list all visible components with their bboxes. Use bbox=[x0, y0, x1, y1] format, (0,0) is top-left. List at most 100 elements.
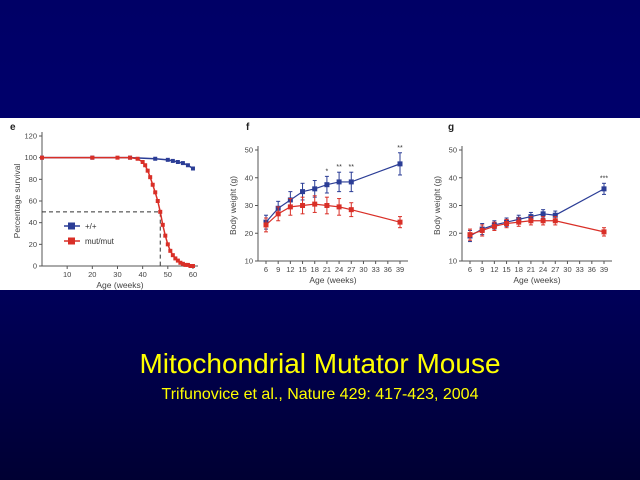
x-tick-label: 12 bbox=[490, 265, 498, 274]
legend-label: +/+ bbox=[85, 222, 97, 231]
data-point-mut-mut bbox=[90, 155, 95, 160]
data-point-mut-mut bbox=[190, 264, 195, 268]
data-point-mut-mut bbox=[175, 258, 180, 263]
data-point-mut-mut bbox=[178, 260, 183, 265]
x-tick-label: 39 bbox=[396, 265, 404, 274]
data-point-mut-mut bbox=[115, 155, 120, 160]
data-point-series-1 bbox=[397, 219, 403, 225]
data-point-series-0 bbox=[324, 182, 330, 188]
x-axis-title: Age (weeks) bbox=[309, 275, 356, 285]
series-line-series-0 bbox=[469, 188, 605, 237]
panel-f: f 10 20 30 40 50 6 9 12 15 18 21 24 27 30 33 36 39 Age (we… bbox=[228, 122, 408, 285]
panel-letter-g: g bbox=[448, 122, 454, 133]
y-tick-label: 80 bbox=[29, 175, 37, 184]
y-tick-label: 10 bbox=[245, 257, 253, 266]
y-tick-label: 50 bbox=[449, 146, 457, 155]
data-point-mut-mut bbox=[168, 248, 173, 253]
data-point-series-1 bbox=[491, 223, 497, 229]
data-point-- bbox=[170, 158, 175, 163]
y-tick-label: 40 bbox=[29, 218, 37, 227]
data-point-series-1 bbox=[300, 203, 306, 208]
data-point-series-1 bbox=[263, 222, 269, 228]
y-tick-label: 20 bbox=[29, 240, 37, 249]
y-axis-title: Body weight (g) bbox=[432, 176, 442, 235]
data-point-series-1 bbox=[324, 203, 330, 208]
x-tick-label: 9 bbox=[276, 265, 280, 274]
x-tick-label: 33 bbox=[371, 265, 379, 274]
median-reference-line bbox=[42, 211, 161, 266]
data-point-series-1 bbox=[601, 229, 607, 235]
x-tick-label: 9 bbox=[480, 265, 484, 274]
y-tick-label: 20 bbox=[449, 229, 457, 238]
legend-label: mut/mut bbox=[85, 237, 115, 246]
x-tick-label: 24 bbox=[335, 265, 343, 274]
x-tick-label: 20 bbox=[88, 270, 96, 279]
panel-g: g 10 20 30 40 50 6 9 12 15 18 21 24 27 30 33 36 39 Age (we… bbox=[432, 122, 612, 285]
panel-letter-e: e bbox=[10, 122, 16, 133]
data-point-series-0 bbox=[348, 179, 354, 185]
x-tick-label: 39 bbox=[600, 265, 608, 274]
x-tick-label: 30 bbox=[563, 265, 571, 274]
y-tick-label: 60 bbox=[29, 197, 37, 206]
data-point-series-0 bbox=[300, 189, 306, 195]
data-point-series-1 bbox=[287, 204, 293, 210]
data-point-- bbox=[190, 166, 195, 171]
x-tick-label: 18 bbox=[311, 265, 319, 274]
data-point-mut-mut bbox=[135, 156, 140, 161]
data-point-mut-mut bbox=[188, 264, 193, 268]
data-point-mut-mut bbox=[153, 190, 158, 195]
data-point-series-1 bbox=[336, 204, 342, 210]
data-point-- bbox=[180, 161, 185, 166]
y-axis-title: Percentage survival bbox=[12, 164, 22, 239]
data-point-- bbox=[153, 156, 158, 161]
y-tick-label: 30 bbox=[245, 201, 253, 210]
x-tick-label: 15 bbox=[298, 265, 306, 274]
y-tick-label: 10 bbox=[449, 257, 457, 266]
x-tick-label: 24 bbox=[539, 265, 547, 274]
x-tick-label: 18 bbox=[515, 265, 523, 274]
data-point-mut-mut bbox=[155, 199, 160, 203]
figure-panels-svg: e 0 20 40 60 80 100 120 10 20 30 40 50 60 Age (weeks) P… bbox=[10, 122, 612, 290]
data-point-series-1 bbox=[348, 207, 354, 213]
data-point-mut-mut bbox=[143, 163, 148, 168]
x-tick-label: 27 bbox=[551, 265, 559, 274]
y-tick-label: 20 bbox=[245, 229, 253, 238]
significance-marker: ** bbox=[349, 164, 355, 171]
panel-e: e 0 20 40 60 80 100 120 10 20 30 40 50 60 Age (weeks) P… bbox=[10, 122, 198, 290]
x-tick-label: 21 bbox=[323, 265, 331, 274]
x-tick-label: 30 bbox=[359, 265, 367, 274]
data-point-series-0 bbox=[540, 211, 546, 217]
x-tick-label: 15 bbox=[502, 265, 510, 274]
y-tick-label: 50 bbox=[245, 146, 253, 155]
series-line-series-0 bbox=[265, 163, 401, 223]
data-point-series-1 bbox=[540, 218, 546, 224]
y-tick-label: 120 bbox=[24, 132, 37, 141]
data-point-mut-mut bbox=[128, 155, 133, 160]
significance-marker: ** bbox=[397, 145, 403, 152]
y-tick-label: 0 bbox=[33, 262, 37, 271]
data-point-- bbox=[165, 157, 170, 162]
x-tick-label: 36 bbox=[588, 265, 596, 274]
x-tick-label: 33 bbox=[575, 265, 583, 274]
data-point-mut-mut bbox=[160, 222, 165, 227]
data-point-series-1 bbox=[516, 219, 522, 225]
data-point-mut-mut bbox=[150, 182, 155, 187]
data-point-mut-mut bbox=[165, 242, 170, 247]
y-tick-label: 30 bbox=[449, 201, 457, 210]
significance-marker: *** bbox=[600, 175, 608, 182]
panel-letter-f: f bbox=[246, 122, 250, 133]
significance-marker: * bbox=[326, 168, 329, 175]
data-point-mut-mut bbox=[140, 160, 145, 164]
x-tick-label: 10 bbox=[63, 270, 71, 279]
data-point-mut-mut bbox=[170, 253, 175, 258]
x-tick-label: 21 bbox=[527, 265, 535, 274]
legend-swatch bbox=[68, 222, 75, 230]
data-point-series-1 bbox=[552, 218, 558, 224]
x-tick-label: 12 bbox=[286, 265, 294, 274]
data-point-series-1 bbox=[275, 211, 281, 217]
data-point-series-0 bbox=[601, 186, 607, 192]
slide-subtitle: Trifunovice et al., Nature 429: 417-423,… bbox=[161, 386, 479, 403]
x-tick-label: 27 bbox=[347, 265, 355, 274]
y-tick-label: 40 bbox=[245, 173, 253, 182]
data-point-mut-mut bbox=[183, 262, 188, 267]
